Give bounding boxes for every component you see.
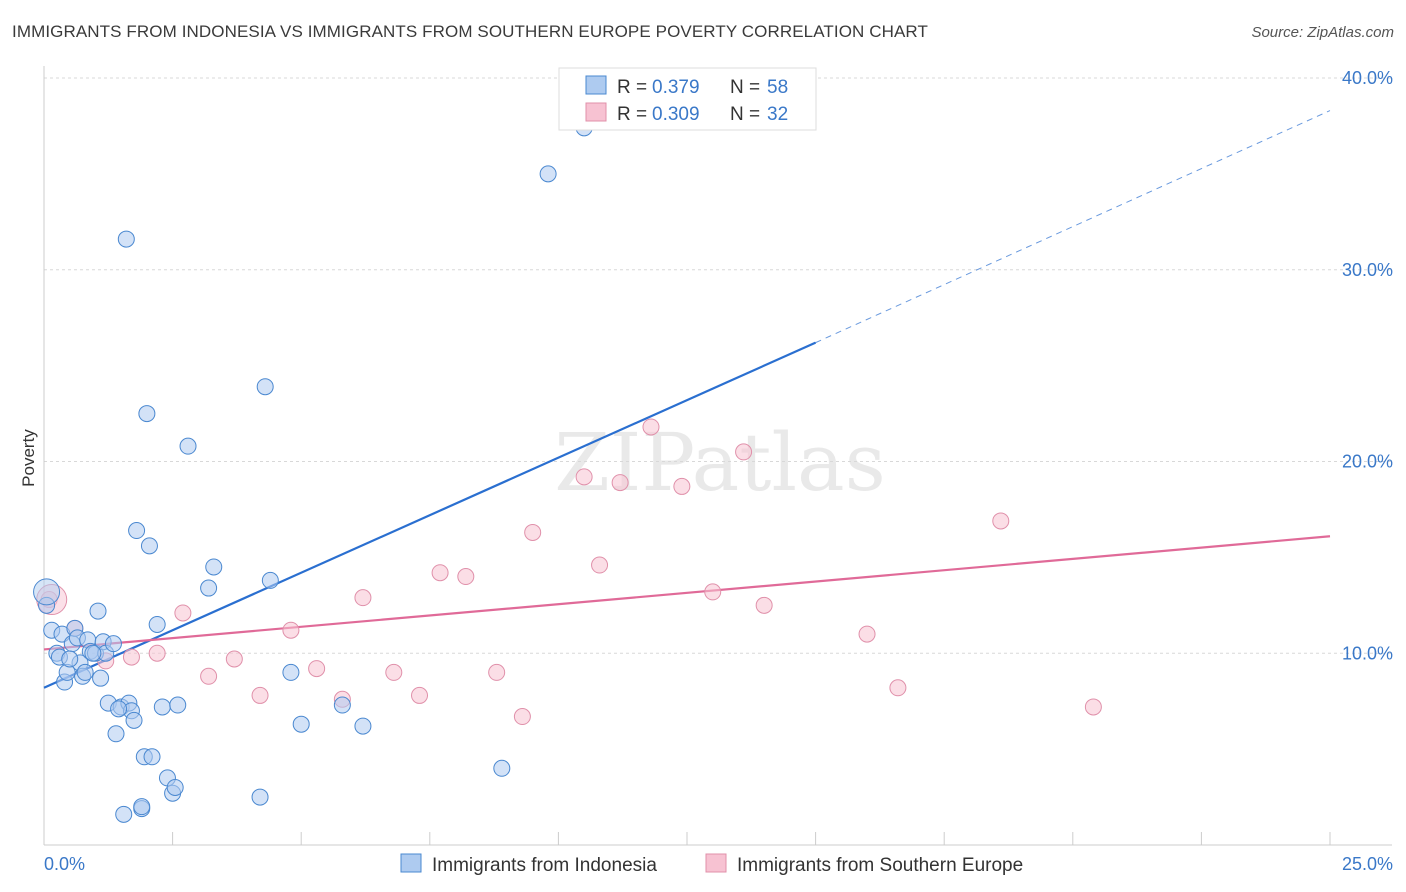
southern-europe-point [354, 589, 372, 607]
southern-europe-point [251, 686, 269, 704]
indonesia-points [33, 119, 593, 823]
southern-europe-point [992, 512, 1010, 530]
southern-europe-point [411, 686, 429, 704]
southern-europe-point [735, 443, 753, 461]
southern-europe-point [642, 418, 660, 436]
indonesia-point [354, 717, 372, 735]
southern-europe-point [889, 679, 907, 697]
indonesia-point [292, 715, 310, 733]
watermark-logo: ZIPatlas [554, 416, 886, 509]
southern-europe-point [755, 596, 773, 614]
indonesia-point [493, 759, 511, 777]
indonesia-point [153, 698, 171, 716]
source-attribution: Source: ZipAtlas.com [1251, 24, 1394, 41]
indonesia-point [61, 650, 79, 668]
southern-europe-point [488, 663, 506, 681]
indonesia-point [89, 602, 107, 620]
indonesia-point [107, 725, 125, 743]
r-value-1: 0.379 [652, 77, 700, 98]
southern-europe-point [431, 564, 449, 582]
indonesia-point [179, 437, 197, 455]
southern-europe-point [457, 568, 475, 586]
legend-swatch-southern-europe [705, 853, 727, 873]
legend-swatch-indonesia [400, 853, 422, 873]
indonesia-point [261, 571, 279, 589]
southern-europe-point [122, 648, 140, 666]
southern-europe-point [673, 477, 691, 495]
southern-europe-point [174, 604, 192, 622]
southern-europe-point [704, 583, 722, 601]
x-tick-labels: 0.0% 25.0% [44, 854, 1393, 874]
r-label-2: R = [617, 104, 647, 125]
axes [43, 66, 1392, 846]
stats-box: R = 0.379 N = 58 R = 0.309 N = 32 [558, 67, 817, 131]
indonesia-trend-extension [815, 110, 1331, 344]
trend-lines [43, 110, 1331, 689]
southern-europe-point [858, 625, 876, 643]
southern-europe-point [148, 644, 166, 662]
n-label-1: N = [730, 77, 760, 98]
indonesia-point [133, 798, 151, 816]
y-tick-label: 20.0% [1342, 452, 1393, 472]
indonesia-point [84, 644, 102, 662]
legend-label-indonesia: Immigrants from Indonesia [432, 855, 657, 876]
southern-europe-point [513, 708, 531, 726]
indonesia-point [251, 788, 269, 806]
southern-europe-point [282, 621, 300, 639]
y-tick-label: 40.0% [1342, 68, 1393, 88]
southern-europe-point [225, 650, 243, 668]
indonesia-point [200, 579, 218, 597]
southern-europe-point [591, 556, 609, 574]
indonesia-point [104, 635, 122, 653]
indonesia-point [115, 805, 133, 823]
indonesia-point [140, 537, 158, 555]
indonesia-point [148, 615, 166, 633]
southern-europe-point [611, 474, 629, 492]
y-tick-label: 30.0% [1342, 260, 1393, 280]
southern-europe-point [1084, 698, 1102, 716]
n-label-2: N = [730, 104, 760, 125]
indonesia-point [33, 578, 61, 606]
chart-title: IMMIGRANTS FROM INDONESIA VS IMMIGRANTS … [12, 22, 928, 41]
indonesia-point [205, 558, 223, 576]
indonesia-point [539, 165, 557, 183]
x-tick-label: 25.0% [1342, 854, 1393, 874]
indonesia-point [110, 700, 128, 718]
indonesia-point [256, 378, 274, 396]
indonesia-point [143, 748, 161, 766]
indonesia-point [128, 522, 146, 540]
y-tick-label: 10.0% [1342, 643, 1393, 663]
indonesia-point [138, 405, 156, 423]
n-value-2: 32 [767, 104, 788, 125]
indonesia-point [333, 696, 351, 714]
southern-europe-point [200, 667, 218, 685]
legend: Immigrants from Indonesia Immigrants fro… [400, 853, 1023, 876]
indonesia-point [117, 230, 135, 248]
indonesia-point [166, 778, 184, 796]
southern-europe-point [385, 663, 403, 681]
southern-europe-point [575, 468, 593, 486]
blue-swatch [585, 75, 607, 95]
indonesia-point [169, 696, 187, 714]
pink-swatch [585, 102, 607, 122]
r-value-2: 0.309 [652, 104, 700, 125]
x-tick-label: 0.0% [44, 854, 85, 874]
gridlines [44, 77, 1392, 654]
legend-label-southern-europe: Immigrants from Southern Europe [737, 855, 1023, 876]
indonesia-point [76, 663, 94, 681]
southern-europe-point [524, 523, 542, 541]
indonesia-trend-line [43, 341, 817, 689]
indonesia-point [282, 663, 300, 681]
y-tick-labels: 10.0% 20.0% 30.0% 40.0% [1342, 68, 1393, 663]
southern-europe-trend-line [43, 535, 1331, 651]
r-label-1: R = [617, 77, 647, 98]
southern-europe-point [308, 660, 326, 678]
indonesia-point [125, 711, 143, 729]
indonesia-point [92, 669, 110, 687]
y-axis-label: Poverty [19, 429, 38, 487]
n-value-1: 58 [767, 77, 788, 98]
